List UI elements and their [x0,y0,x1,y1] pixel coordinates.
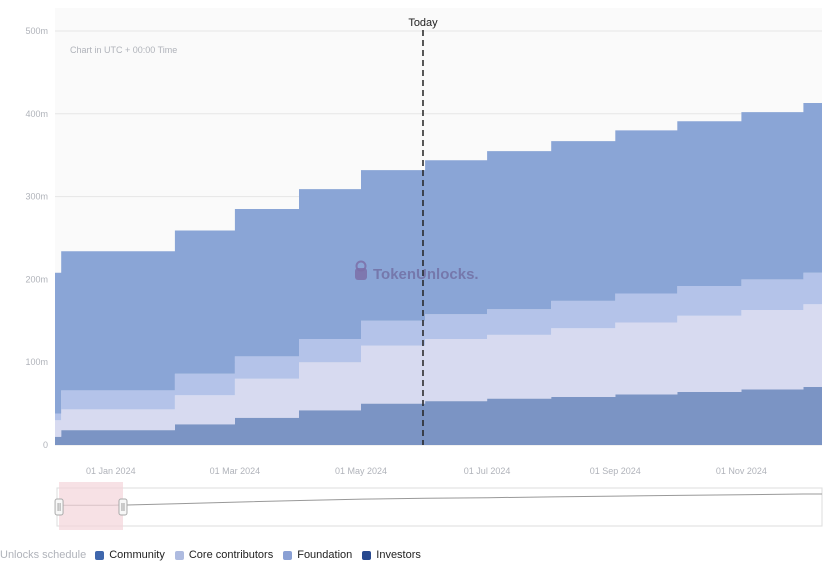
navigator-right-handle[interactable] [118,498,128,516]
navigator-selection[interactable] [59,482,123,530]
x-tick-label: 01 Nov 2024 [716,466,767,476]
watermark-text: TokenUnlocks. [373,266,479,283]
x-tick-label: 01 Jul 2024 [464,466,511,476]
watermark: TokenUnlocks. [355,260,479,283]
y-tick-label: 200m [25,274,48,284]
legend-item-core-contributors[interactable]: Core contributors [174,549,274,561]
legend-swatch-core-contributors [174,550,184,560]
x-tick-label: 01 Jan 2024 [86,466,136,476]
legend-label-community: Community [109,549,165,561]
legend-swatch-foundation [283,550,293,560]
y-axis-ticks: 0 100m 200m 300m 400m 500m [25,26,48,450]
navigator-frame [56,487,823,527]
x-tick-label: 01 May 2024 [335,466,387,476]
y-tick-label: 400m [25,109,48,119]
legend-item-investors[interactable]: Investors [362,549,421,561]
y-tick-label: 0 [43,440,48,450]
tokenunlocks-logo-icon [355,260,367,280]
navigator-left-handle[interactable] [54,498,64,516]
y-tick-label: 500m [25,26,48,36]
legend: Unlocks schedule Community Core contribu… [0,546,431,564]
area-core-contributors [55,304,822,437]
x-tick-label: 01 Sep 2024 [590,466,641,476]
y-tick-label: 100m [25,357,48,367]
chart-note: Chart in UTC + 00:00 Time [70,45,177,55]
range-navigator[interactable] [54,482,823,530]
legend-title: Unlocks schedule [0,549,87,561]
navigator-series-line [56,493,822,508]
today-label: Today [408,17,438,29]
area-community [55,387,822,445]
y-tick-label: 300m [25,192,48,202]
today-marker: Today [408,17,438,445]
stacked-areas [55,103,822,445]
unlock-chart: TokenUnlocks. Chart in UTC + 00:00 Time … [25,17,823,530]
legend-swatch-community [95,550,105,560]
area-investors [55,103,822,414]
legend-swatch-investors [362,550,372,560]
x-axis-ticks: 01 Jan 2024 01 Mar 2024 01 May 2024 01 Jul … [86,466,767,476]
legend-label-investors: Investors [376,549,421,561]
legend-label-core-contributors: Core contributors [188,549,274,561]
legend-item-community[interactable]: Community [95,549,165,561]
legend-item-foundation[interactable]: Foundation [283,549,352,561]
x-tick-label: 01 Mar 2024 [210,466,261,476]
legend-label-foundation: Foundation [297,549,353,561]
area-foundation [55,272,822,421]
